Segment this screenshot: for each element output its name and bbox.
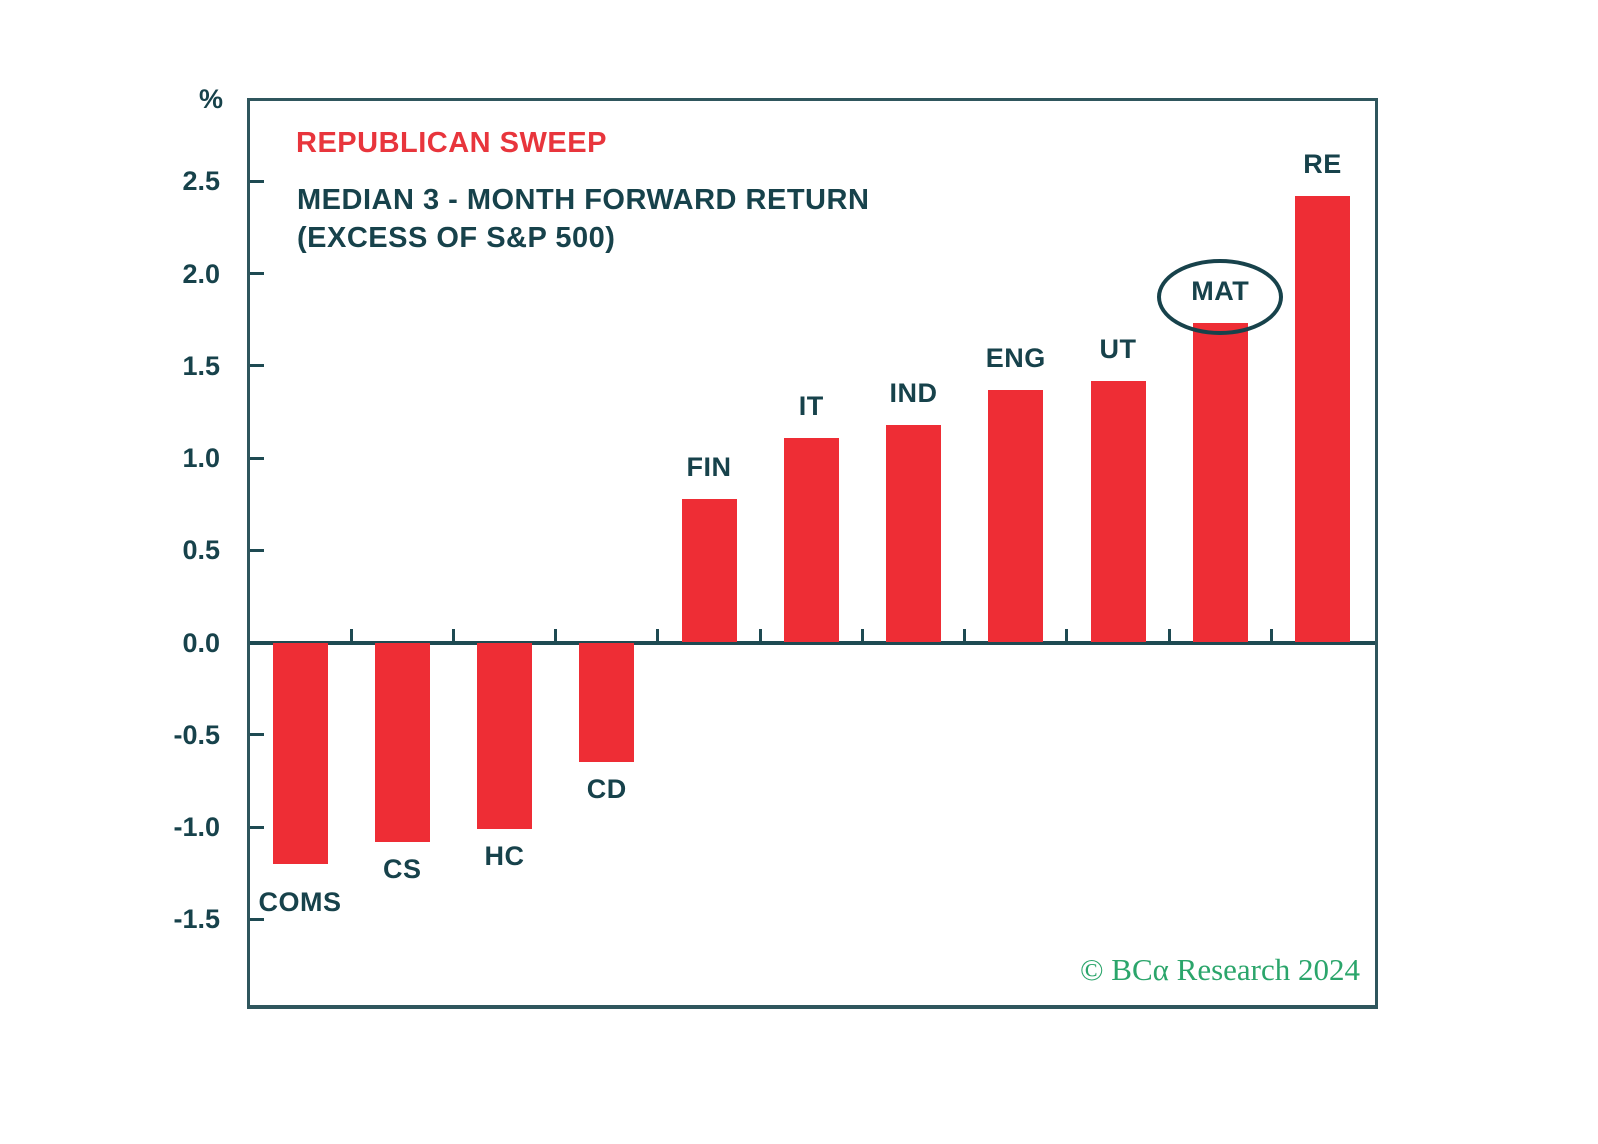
y-axis-tick [250, 179, 264, 183]
y-tick-label-0.5: 0.5 [182, 535, 220, 566]
x-axis-tick [1167, 628, 1171, 643]
y-tick-label--1.0: -1.0 [173, 812, 220, 842]
x-axis-tick [1269, 628, 1273, 643]
bar-RE [1295, 196, 1350, 643]
bar-label-IND: IND [889, 377, 938, 408]
y-axis-tick [250, 364, 264, 368]
bar-label-HC: HC [484, 840, 525, 871]
x-axis-tick [1065, 628, 1069, 643]
bar-FIN [681, 498, 737, 643]
x-axis-tick [554, 628, 558, 643]
bar-label-IT: IT [798, 390, 824, 421]
y-tick-label-2.5: 2.5 [182, 166, 220, 197]
y-tick-label--1.5: -1.5 [173, 904, 220, 935]
source-credit: © BCα Research 2024 [1080, 952, 1360, 987]
bar-MAT [1192, 323, 1248, 643]
y-tick-label-0.0: 0.0 [182, 627, 220, 658]
y-axis-unit-label: % [198, 84, 223, 114]
chart-subtitle-line1: MEDIAN 3 - MONTH FORWARD RETURN [297, 184, 870, 216]
y-axis-tick [250, 272, 264, 275]
bar-COMS [272, 642, 328, 864]
y-axis-tick [250, 825, 264, 829]
bar-label-COMS: COMS [258, 886, 342, 917]
y-tick-label-1.5: 1.5 [182, 350, 220, 381]
bar-ENG [988, 389, 1044, 643]
y-tick-label-2.0: 2.0 [182, 258, 220, 289]
y-tick-label--0.5: -0.5 [173, 719, 220, 750]
highlight-ellipse-MAT [1157, 259, 1284, 336]
y-axis-tick [250, 548, 264, 552]
y-axis-tick [250, 733, 264, 737]
bar-label-RE: RE [1303, 149, 1342, 179]
y-axis-tick [250, 917, 264, 921]
bar-HC [477, 642, 532, 829]
bar-UT [1090, 380, 1146, 643]
bar-CS [374, 642, 430, 842]
plot-area: COMS CS HC CD FIN IT IND ENG UT MAT RE [250, 101, 1375, 1005]
plot-frame: COMS CS HC CD FIN IT IND ENG UT MAT RE [247, 98, 1378, 1009]
x-axis-tick [349, 628, 353, 643]
x-axis-tick [451, 628, 455, 643]
bar-label-CS: CS [382, 853, 422, 884]
bar-IND [886, 424, 941, 643]
y-axis-tick [250, 641, 264, 644]
chart-subtitle-line2: (EXCESS OF S&P 500) [297, 222, 616, 254]
y-tick-label-1.0: 1.0 [182, 443, 220, 473]
bar-IT [783, 437, 839, 643]
bar-CD [579, 642, 635, 763]
bar-label-ENG: ENG [985, 342, 1046, 373]
x-axis-tick [860, 628, 864, 643]
bar-label-UT: UT [1099, 333, 1137, 364]
x-axis-tick [963, 628, 967, 643]
x-axis-tick [656, 628, 660, 643]
chart-title: REPUBLICAN SWEEP [296, 127, 607, 159]
bar-label-FIN: FIN [686, 451, 732, 482]
zero-baseline [250, 640, 1375, 645]
x-axis-tick [758, 628, 762, 643]
y-axis-tick [250, 456, 264, 460]
bar-label-CD: CD [586, 774, 627, 805]
